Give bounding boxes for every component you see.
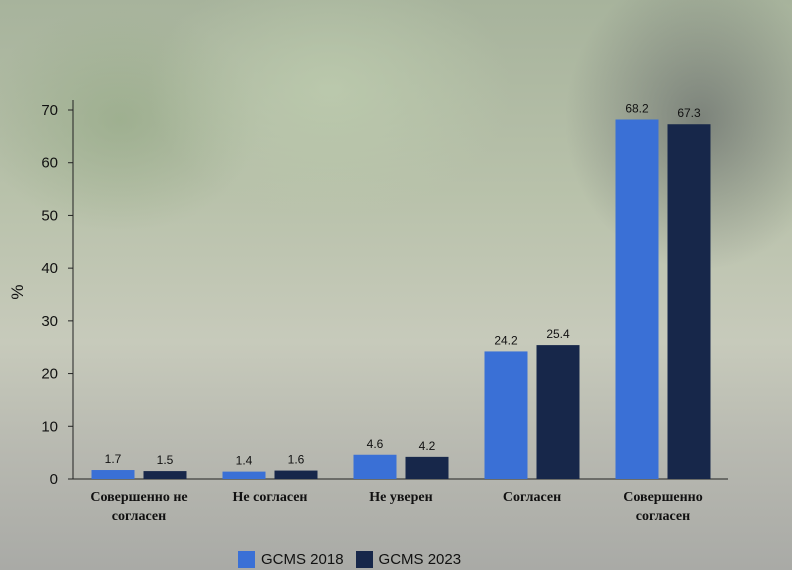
legend-label-2023: GCMS 2023 bbox=[378, 550, 462, 568]
y-tick-label: 50 bbox=[41, 207, 58, 224]
bar-2018-3 bbox=[353, 454, 397, 479]
y-tick-label: 60 bbox=[41, 155, 58, 172]
value-label: 1.5 bbox=[157, 453, 174, 467]
value-label: 1.7 bbox=[105, 452, 122, 466]
legend-swatch-2018 bbox=[238, 550, 255, 568]
value-label: 4.6 bbox=[367, 437, 384, 451]
category-label: Не уверен bbox=[369, 490, 432, 505]
bar-2023-1 bbox=[143, 471, 187, 479]
value-label: 4.2 bbox=[419, 439, 436, 453]
legend: GCMS 2018 GCMS 2023 bbox=[238, 549, 461, 569]
category-label: согласен bbox=[636, 509, 690, 524]
bars bbox=[91, 119, 711, 480]
bar-2018-2 bbox=[222, 471, 266, 479]
category-label: согласен bbox=[112, 509, 166, 524]
category-label: Совершенно bbox=[623, 490, 703, 505]
category-label: Согласен bbox=[503, 490, 561, 505]
y-tick-label: 40 bbox=[41, 260, 58, 277]
legend-item-2018: GCMS 2018 bbox=[238, 550, 344, 568]
legend-label-2018: GCMS 2018 bbox=[261, 550, 344, 568]
y-axis-label: % bbox=[8, 284, 27, 299]
bar-2018-1 bbox=[91, 470, 135, 479]
bar-2023-3 bbox=[405, 456, 449, 479]
y-tick-label: 30 bbox=[41, 313, 58, 330]
value-label: 67.3 bbox=[677, 106, 701, 120]
value-label: 25.4 bbox=[546, 327, 570, 341]
y-axis: 0 10 20 30 40 50 60 70 bbox=[41, 100, 728, 488]
value-label: 24.2 bbox=[494, 333, 518, 347]
category-labels: Совершенно не согласен Не согласен Не увере… bbox=[90, 490, 702, 524]
legend-swatch-2023 bbox=[355, 550, 373, 568]
value-labels: 1.7 1.4 4.6 24.2 68.2 1.5 1.6 4.2 25.4 67.3 bbox=[105, 101, 701, 467]
y-tick-label: 20 bbox=[41, 366, 58, 383]
bar-2023-2 bbox=[274, 470, 318, 479]
category-label: Не согласен bbox=[233, 490, 308, 505]
bar-2018-4 bbox=[484, 351, 528, 479]
category-label: Совершенно не bbox=[90, 490, 187, 505]
y-tick-label: 70 bbox=[41, 102, 58, 119]
value-label: 1.4 bbox=[236, 454, 253, 468]
bar-2018-5 bbox=[615, 119, 659, 479]
value-label: 68.2 bbox=[625, 101, 649, 115]
y-tick-label: 10 bbox=[41, 418, 58, 435]
bar-2023-4 bbox=[536, 345, 580, 479]
value-label: 1.6 bbox=[288, 453, 305, 467]
bar-2023-5 bbox=[667, 124, 711, 480]
legend-item-2023: GCMS 2023 bbox=[355, 550, 462, 568]
y-tick-label: 0 bbox=[50, 471, 58, 488]
